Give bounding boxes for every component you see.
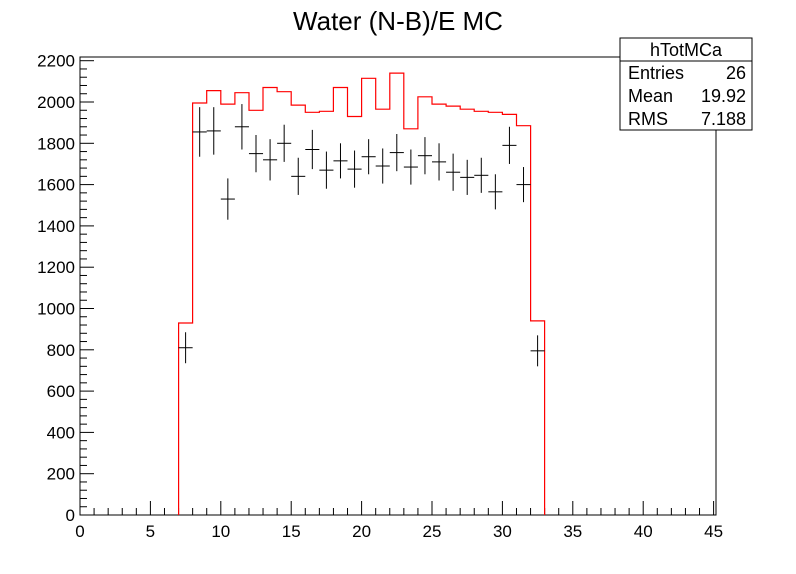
data-point [305, 129, 320, 170]
data-point [502, 126, 517, 164]
data-point [192, 107, 207, 157]
stats-entries-value: 26 [726, 63, 746, 83]
plot-frame [79, 56, 717, 516]
y-tick-label: 600 [47, 382, 75, 401]
y-tick-label: 1200 [37, 258, 75, 277]
data-point [206, 107, 221, 155]
x-tick-label: 25 [423, 522, 442, 541]
x-tick-label: 15 [282, 522, 301, 541]
data-point [319, 151, 334, 189]
data-point [488, 174, 503, 210]
data-point [516, 167, 531, 203]
x-tick-label: 0 [75, 522, 84, 541]
y-tick-label: 800 [47, 341, 75, 360]
x-tick-label: 10 [211, 522, 230, 541]
stats-rms-label: RMS [628, 109, 668, 129]
data-point [474, 157, 489, 193]
stats-box-title: hTotMCa [650, 40, 723, 60]
y-tick-label: 400 [47, 423, 75, 442]
stats-rms-value: 7.188 [701, 109, 746, 129]
y-tick-label: 1800 [37, 134, 75, 153]
x-tick-label: 30 [493, 522, 512, 541]
y-tick-label: 200 [47, 465, 75, 484]
data-point [347, 150, 362, 188]
stats-mean-value: 19.92 [701, 86, 746, 106]
data-point [432, 143, 447, 181]
chart-title: Water (N-B)/E MC [293, 6, 503, 36]
data-point [530, 335, 545, 367]
data-point [446, 153, 461, 191]
data-point [361, 139, 376, 175]
data-point [403, 149, 418, 185]
data-point [234, 104, 249, 150]
data-point [220, 178, 235, 220]
red-histogram-line [178, 72, 546, 515]
y-tick-label: 0 [66, 506, 75, 525]
data-points [178, 104, 545, 367]
y-tick-label: 2200 [37, 52, 75, 71]
x-tick-label: 45 [704, 522, 723, 541]
x-tick-label: 40 [634, 522, 653, 541]
x-tick-label: 5 [146, 522, 155, 541]
data-point [389, 134, 404, 172]
data-point [291, 157, 306, 195]
y-tick-label: 2000 [37, 93, 75, 112]
stats-box: hTotMCa Entries 26 Mean 19.92 RMS 7.188 [619, 37, 753, 131]
data-point [375, 148, 390, 184]
data-point [248, 135, 264, 173]
y-tick-label: 1600 [37, 176, 75, 195]
x-axis: 0 5 10 15 20 25 30 35 40 45 [75, 501, 723, 541]
data-point [417, 137, 432, 175]
data-point [277, 124, 292, 162]
stats-box-frame [619, 37, 753, 131]
data-point [178, 332, 193, 364]
stats-mean-label: Mean [628, 86, 673, 106]
data-point [263, 139, 278, 181]
y-tick-label: 1000 [37, 300, 75, 319]
y-tick-label: 1400 [37, 217, 75, 236]
x-tick-label: 35 [563, 522, 582, 541]
data-point [460, 159, 475, 195]
data-point [333, 143, 348, 179]
stats-entries-label: Entries [628, 63, 684, 83]
x-tick-label: 20 [352, 522, 371, 541]
y-axis: 0 200 400 600 800 1000 1200 1400 1600 1800 2000 220… [37, 52, 94, 525]
